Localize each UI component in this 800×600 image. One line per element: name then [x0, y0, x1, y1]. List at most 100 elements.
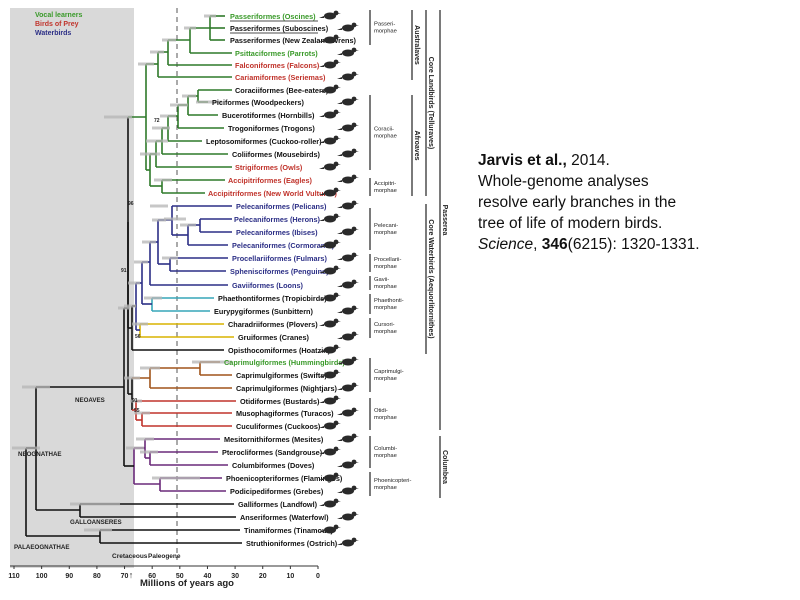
- citation-journal-line: Science, 346(6215): 1320-1331.: [478, 234, 788, 255]
- bird-silhouette-icon: [319, 10, 341, 20]
- axis-tick-label: 100: [36, 573, 48, 580]
- bird-silhouette-icon: [337, 252, 359, 262]
- tip-label: Struthioniformes (Ostrich): [246, 539, 338, 548]
- morphae-label: Cursori-: [374, 322, 395, 328]
- axis-tick-label: 30: [231, 573, 239, 580]
- bird-silhouette-icon: [319, 34, 341, 44]
- tip-label: Caprimulgiformes (Hummingbirds): [224, 358, 345, 367]
- legend-waterbirds: Waterbirds: [35, 30, 71, 37]
- higher-group-label: Passerea: [441, 205, 448, 236]
- tip-label: Phaethontiformes (Tropicbirds): [218, 294, 327, 303]
- morphae-label: Gavii-: [374, 277, 389, 283]
- morphae-label: Accipitri-: [374, 181, 396, 187]
- citation-title-3: tree of life of modern birds.: [478, 215, 663, 232]
- bird-silhouette-icon: [337, 433, 359, 443]
- bird-silhouette-icon: [337, 122, 359, 132]
- axis-tick-label: 50: [176, 573, 184, 580]
- axis-tick-label: 110: [8, 573, 19, 580]
- morphae-label: Columbi-: [374, 446, 397, 452]
- tip-label: Pterocliformes (Sandgrouse): [222, 448, 323, 457]
- tip-label: Tinamiformes (Tinamous): [244, 526, 334, 535]
- phylogenetic-tree: Passeriformes (Oscines) Passeriformes (Su…: [8, 8, 448, 589]
- axis-title: Millions of years ago: [140, 578, 234, 589]
- axis-tick-label: 20: [259, 573, 267, 580]
- cretaceous-shading: [10, 8, 134, 568]
- tip-label: Psittaciformes (Parrots): [235, 49, 318, 58]
- axis-tick-label: 60: [148, 573, 156, 580]
- citation-block: Jarvis et al., 2014. Whole-genome analys…: [478, 150, 788, 255]
- legend-birds-of-prey: Birds of Prey: [35, 21, 79, 28]
- tip-label: Pelecaniformes (Cormorants): [232, 241, 335, 250]
- higher-group-label: Core Waterbirds (Aequorlitornithes): [427, 219, 434, 338]
- bird-silhouette-icon: [319, 265, 341, 275]
- error-bars: [12, 14, 232, 532]
- tip-label: Caprimulgiformes (Nightjars): [236, 384, 338, 393]
- tip-label: Procellariiformes (Fulmars): [232, 254, 327, 263]
- morphae-label: morphae: [374, 29, 397, 35]
- tip-label: Falconiformes (Falcons): [235, 61, 320, 70]
- morphae-label: Passeri-: [374, 22, 395, 28]
- tip-label: Accipitriformes (Eagles): [228, 176, 313, 185]
- tip-label: Anseriformes (Waterfowl): [240, 513, 329, 522]
- group-brackets: Passeri-morphaeCoracii-morphaeAccipitri-…: [369, 10, 448, 498]
- higher-group-label: Core Landbirds (Telluraves): [427, 57, 434, 149]
- bird-silhouette-icon: [337, 511, 359, 521]
- bird-silhouette-icon: [319, 472, 341, 482]
- bird-silhouette-icon: [337, 174, 359, 184]
- bird-silhouette-icon: [337, 71, 359, 81]
- citation-volume: 346: [541, 236, 568, 253]
- tip-label: Leptosomiformes (Cuckoo-roller): [206, 137, 322, 146]
- higher-group-label: Australaves: [413, 25, 420, 65]
- bird-silhouette-icon: [319, 292, 341, 302]
- axis-tick-label: 70: [121, 573, 129, 580]
- morphae-label: morphae: [374, 264, 397, 270]
- axis-tick-label: 80: [93, 573, 101, 580]
- tip-label: Podicipediformes (Grebes): [230, 487, 324, 496]
- bird-silhouette-icon: [337, 356, 359, 366]
- bird-silhouette-icon: [337, 485, 359, 495]
- bird-silhouette-icon: [337, 407, 359, 417]
- morphae-label: morphae: [374, 188, 397, 194]
- legend-vocal-learners: Vocal learners: [35, 12, 82, 19]
- bird-silhouette-icon: [319, 161, 341, 171]
- morphae-label: Procellarii-: [374, 257, 401, 263]
- bird-silhouette-icon: [337, 331, 359, 341]
- morphae-label: Coracii-: [374, 127, 394, 133]
- bird-silhouette-icon: [337, 537, 359, 547]
- tip-label: Eurypygiformes (Sunbittern): [214, 307, 313, 316]
- clade-label-palaeognathae: PALAEOGNATHAE: [14, 544, 69, 551]
- bird-silhouette-icon: [319, 187, 341, 197]
- axis-tick-label: 0: [316, 573, 320, 580]
- bird-silhouette-icon: [319, 446, 341, 456]
- tip-label: Charadriiformes (Plovers): [228, 320, 318, 329]
- axis-tick-label: 90: [65, 573, 73, 580]
- tip-label: Galliformes (Landfowl): [238, 500, 318, 509]
- bird-silhouette-icon: [337, 148, 359, 158]
- tip-label: Coraciiformes (Bee-eaters): [235, 86, 329, 95]
- tip-label: Accipitriformes (New World Vultures): [208, 189, 338, 198]
- morphae-label: Otidi-: [374, 408, 388, 414]
- bird-silhouette-icon: [319, 109, 341, 119]
- tip-label: Caprimulgiformes (Swifts): [236, 371, 327, 380]
- morphae-label: morphae: [374, 485, 397, 491]
- bootstrap-56: 56: [135, 334, 141, 340]
- morphae-label: morphae: [374, 376, 397, 382]
- morphae-label: morphae: [374, 284, 397, 290]
- bird-silhouette-icon: [337, 382, 359, 392]
- tip-label: Cariamiformes (Seriemas): [235, 73, 326, 82]
- bird-silhouette-icon: [319, 213, 341, 223]
- bird-silhouette-icon: [319, 84, 341, 94]
- morphae-label: morphae: [374, 230, 397, 236]
- citation-issue-pages: (6215): 1320-1331.: [567, 236, 700, 253]
- tip-label: Pelecaniformes (Ibises): [236, 228, 318, 237]
- citation-journal: Science: [478, 236, 534, 253]
- tip-label: Mesitornithiformes (Mesites): [224, 435, 324, 444]
- axis-tick-label: 10: [286, 573, 294, 580]
- tip-label: Columbiformes (Doves): [232, 461, 315, 470]
- bird-silhouette-icon: [337, 305, 359, 315]
- bird-silhouette-icon: [337, 279, 359, 289]
- bird-silhouette-icon: [337, 96, 359, 106]
- tip-label: Gruiformes (Cranes): [238, 333, 310, 342]
- tip-label: Otidiformes (Bustards): [240, 397, 320, 406]
- tip-label: Coliiformes (Mousebirds): [232, 150, 321, 159]
